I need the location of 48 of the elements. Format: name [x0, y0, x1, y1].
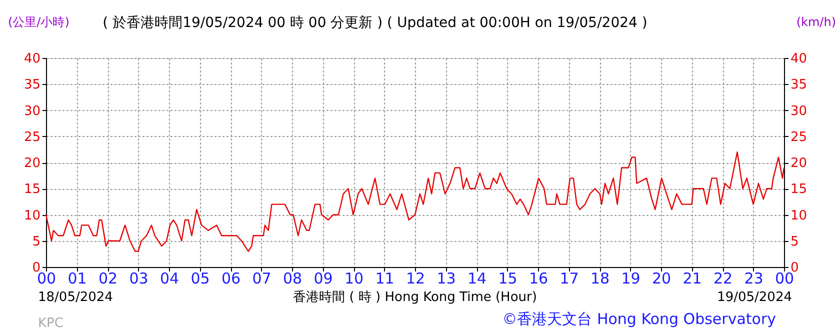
x-tick-label: 22	[713, 270, 733, 288]
chart-title: ( 於香港時間19/05/2024 00 時 00 分更新 ) ( Updated at 00:00H on 19/05/2024 )	[102, 15, 648, 31]
x-tick-label: 01	[68, 270, 87, 288]
y2-tick-label: 15	[790, 182, 808, 198]
y-tick-label: 20	[24, 156, 40, 171]
x-tick-label: 05	[190, 270, 210, 288]
x-tick-label: 16	[528, 270, 548, 288]
x-tick-label: 20	[652, 270, 672, 288]
y2-tick-label: 5	[790, 234, 799, 250]
y-tick-label: 5	[32, 234, 40, 250]
x-tick-label: 02	[98, 270, 118, 288]
y-axis-title: (公里/小時)	[8, 15, 70, 29]
x-tick-label: 06	[221, 270, 241, 288]
x-tick-label: 08	[282, 270, 302, 288]
text: 18/05/2024	[38, 290, 113, 305]
x-tick-label: 18	[590, 270, 610, 288]
y2-tick-label: 25	[790, 130, 808, 145]
y-tick-label: 35	[24, 78, 40, 93]
x-tick-label: 23	[744, 270, 764, 288]
y-tick-label: 40	[24, 52, 40, 66]
x-tick-label: 12	[406, 270, 426, 288]
text: KPC	[38, 316, 64, 331]
y2-tick-label: 40	[790, 52, 808, 66]
text: 19/05/2024	[717, 290, 792, 305]
y-tick-label: 25	[24, 130, 40, 145]
y2-axis-title: (km/h)	[796, 15, 836, 29]
line-series	[45, 151, 785, 252]
x-tick-label: 03	[129, 270, 148, 288]
y-tick-label: 30	[24, 104, 40, 119]
x-axis-title: 香港時間 ( 時 ) Hong Kong Time (Hour)	[293, 290, 537, 305]
text: ©香港天文台 Hong Kong Observatory	[502, 310, 776, 328]
x-tick-label: 15	[498, 270, 518, 288]
x-tick-label: 04	[160, 270, 180, 288]
x-tick-label: 10	[344, 270, 364, 288]
y2-tick-label: 10	[790, 208, 808, 224]
x-tick-label: 07	[252, 270, 272, 288]
x-tick-label: 11	[375, 270, 394, 288]
y-tick-label: 15	[24, 182, 40, 198]
x-tick-label: 17	[560, 270, 579, 288]
x-tick-label: 13	[436, 270, 456, 288]
y2-tick-label: 20	[790, 156, 808, 171]
x-tick-label: 21	[682, 270, 702, 288]
y2-tick-label: 35	[790, 78, 808, 93]
y2-tick-label: 30	[790, 104, 808, 119]
x-tick-label: 14	[467, 270, 487, 288]
x-tick-label: 09	[314, 270, 333, 288]
x-tick-label: 19	[621, 270, 640, 288]
y-tick-label: 10	[24, 208, 40, 224]
